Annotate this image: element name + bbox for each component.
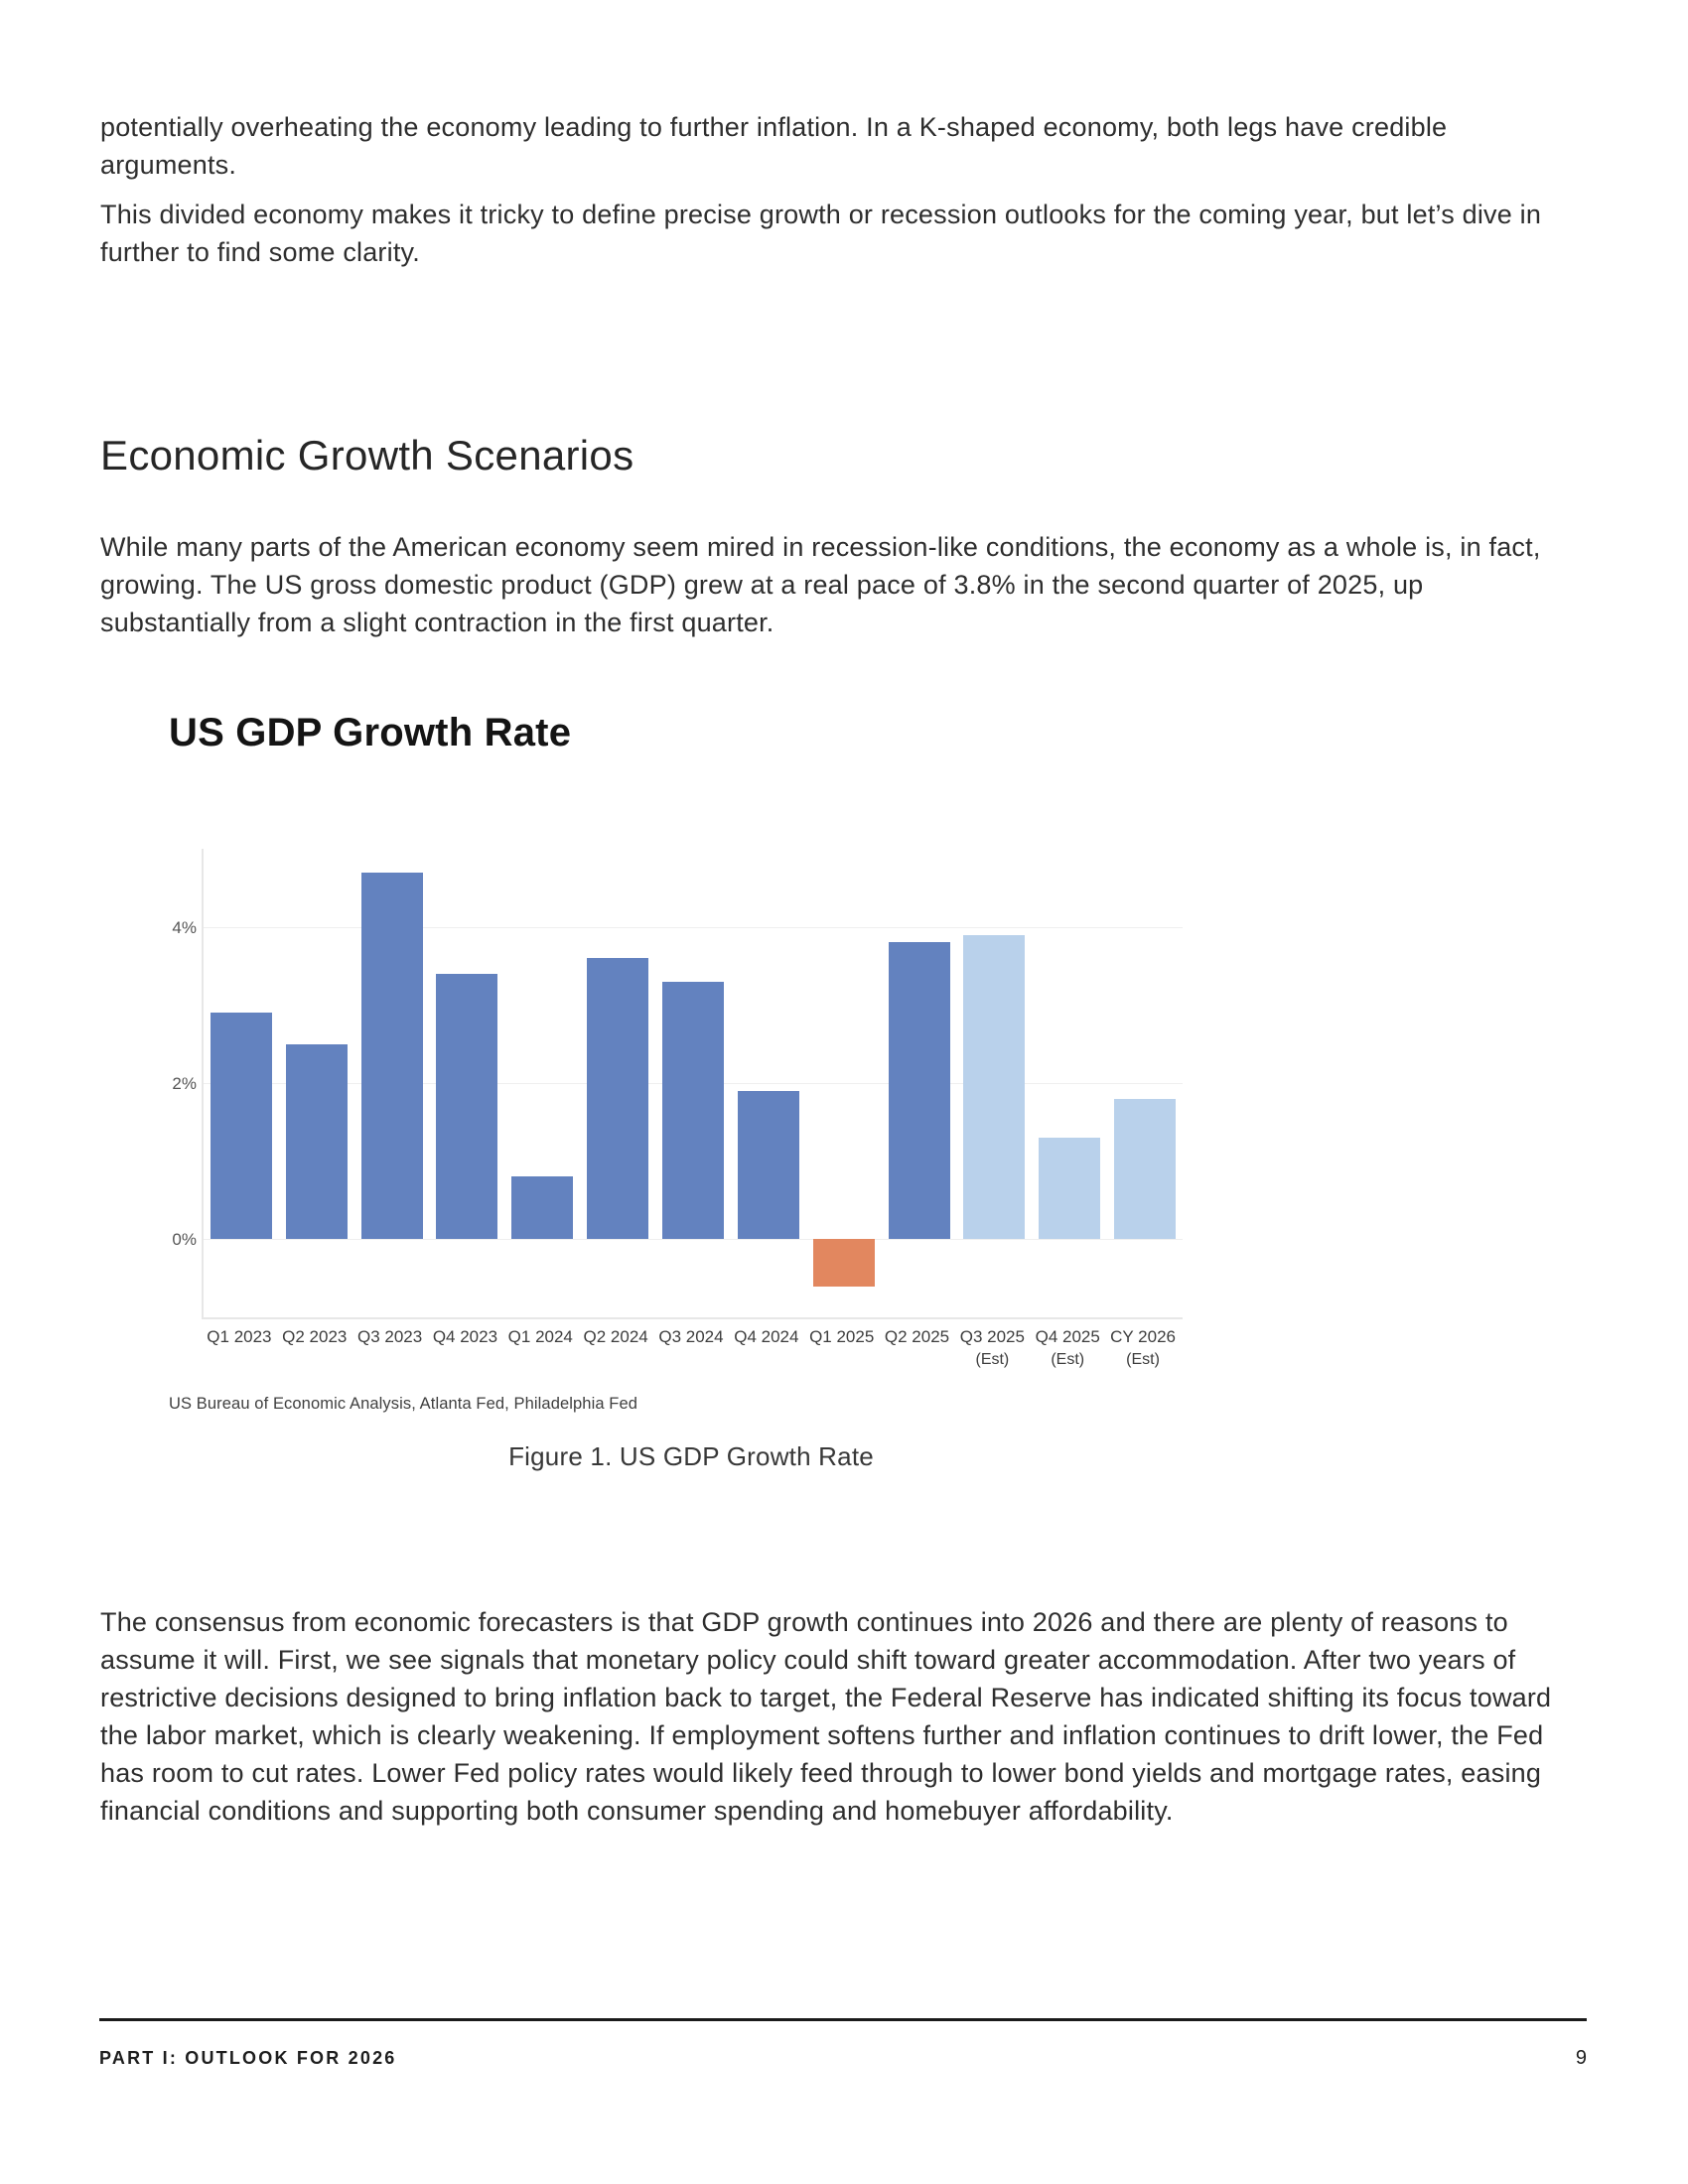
x-axis-label-q4-2023: Q4 2023 <box>432 1327 498 1346</box>
gridline-4 <box>204 926 1183 928</box>
bar-q4-2025 <box>1039 1138 1101 1240</box>
bar-q1-2023 <box>210 1013 272 1240</box>
bar-q2-2025 <box>888 942 950 1240</box>
x-axis-label-q2-2025: Q2 2025 <box>884 1327 950 1346</box>
gridline-0 <box>204 1239 1183 1241</box>
paragraph-forecast-consensus: The consensus from economic forecasters … <box>100 1607 1552 1826</box>
paragraph-overheating: potentially overheating the economy lead… <box>100 112 1448 180</box>
x-axis-label-q3-2025: Q3 2025 (Est) <box>959 1327 1025 1368</box>
x-axis-label-q2-2024: Q2 2024 <box>583 1327 648 1346</box>
x-axis-label-q1-2023: Q1 2023 <box>207 1327 272 1346</box>
x-axis-label-cy-2026: CY 2026 (Est) <box>1110 1327 1176 1368</box>
x-axis-label-q3-2024: Q3 2024 <box>658 1327 724 1346</box>
bar-q2-2024 <box>587 958 649 1240</box>
bar-q1-2025 <box>812 1239 875 1287</box>
y-axis-label-0%: 0% <box>172 1230 197 1250</box>
bar-cy-2026 <box>1114 1098 1177 1240</box>
bar-q3-2024 <box>662 981 724 1240</box>
figure-caption: Figure 1. US GDP Growth Rate <box>508 1441 874 1471</box>
x-axis-label-q4-2024: Q4 2024 <box>734 1327 799 1346</box>
bar-q2-2023 <box>285 1043 348 1240</box>
x-axis-label-q3-2023: Q3 2023 <box>356 1327 423 1346</box>
bar-q4-2024 <box>737 1090 799 1240</box>
x-axis-label-q2-2023: Q2 2023 <box>282 1327 348 1346</box>
footer-divider <box>99 2018 1587 2021</box>
bar-q1-2024 <box>511 1176 574 1240</box>
bar-q4-2023 <box>436 973 498 1240</box>
y-axis-label-2%: 2% <box>172 1074 197 1093</box>
page-footer: PART I: OUTLOOK FOR 2026 9 <box>99 2047 1587 2070</box>
x-axis-label-q4-2025: Q4 2025 (Est) <box>1035 1327 1100 1368</box>
y-axis-label-4%: 4% <box>172 917 197 937</box>
x-axis-label-q1-2024: Q1 2024 <box>507 1327 573 1346</box>
bar-q3-2025 <box>963 934 1026 1240</box>
x-axis-label-q1-2025: Q1 2025 <box>809 1327 875 1346</box>
paragraph-gdp-growing: While many parts of the American economy… <box>100 532 1541 637</box>
chart-title: US GDP Growth Rate <box>169 711 572 754</box>
bar-q3-2023 <box>360 872 423 1240</box>
footer-section-label: PART I: OUTLOOK FOR 2026 <box>99 2048 397 2068</box>
section-heading-economic-growth-scenarios: Economic Growth Scenarios <box>100 431 634 478</box>
gdp-bar-chart-plot-area <box>202 849 1183 1319</box>
page-number: 9 <box>1575 2047 1587 2069</box>
paragraph-divided-economy: This divided economy makes it tricky to … <box>100 200 1542 267</box>
chart-source-note: US Bureau of Economic Analysis, Atlanta … <box>169 1395 638 1413</box>
